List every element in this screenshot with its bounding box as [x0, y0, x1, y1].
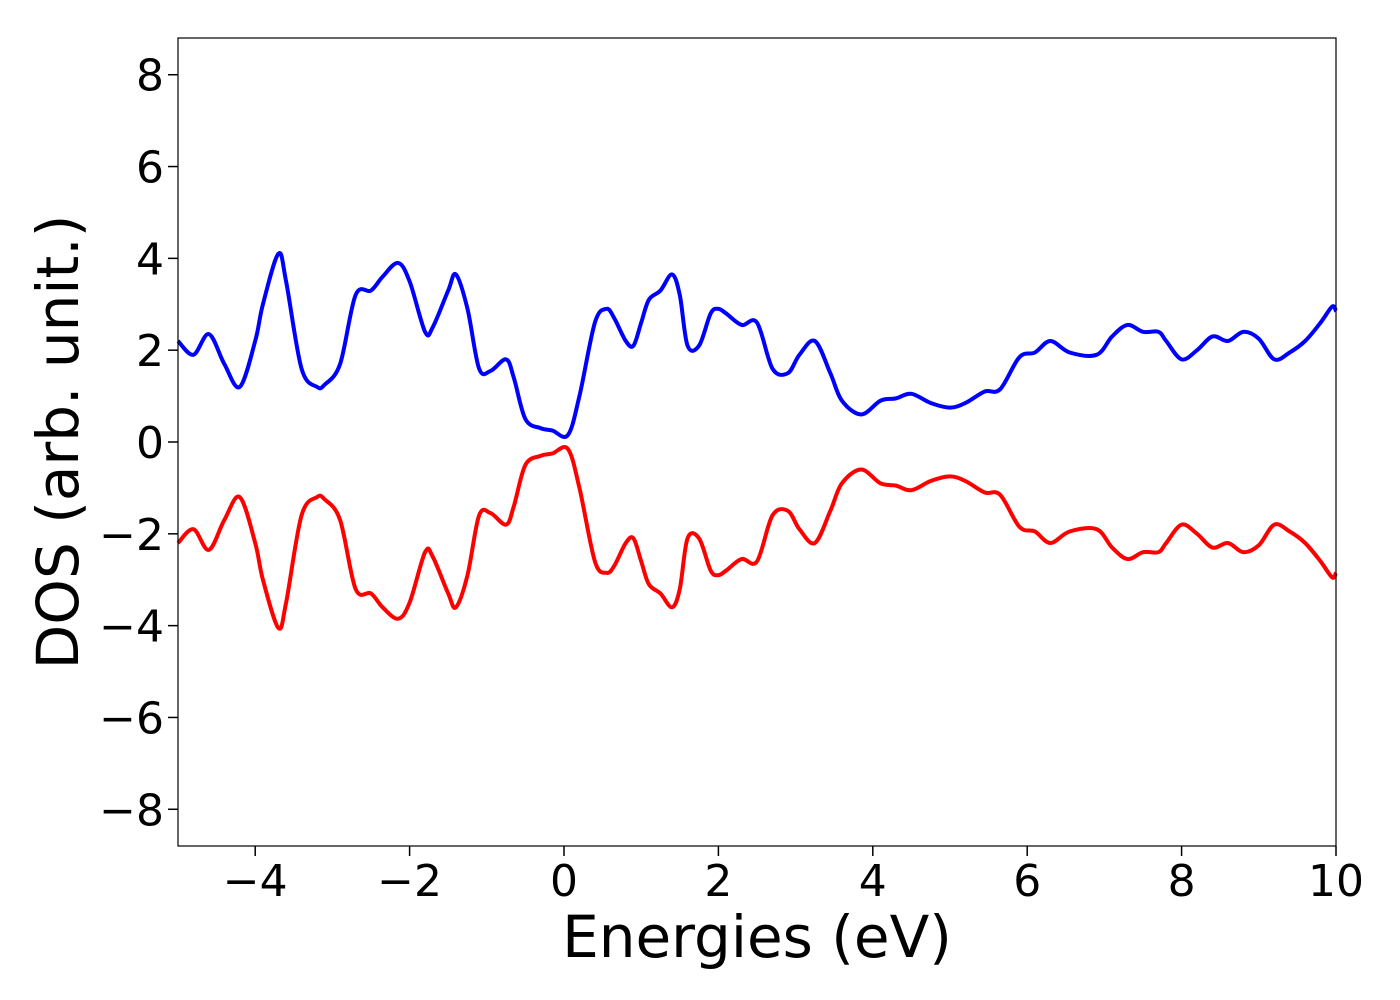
y-tick-label: 4	[136, 234, 164, 285]
x-tick-label: 10	[1308, 856, 1364, 907]
x-tick-label: −4	[223, 856, 288, 907]
x-tick-label: 8	[1168, 856, 1196, 907]
plot-frame	[177, 37, 1337, 847]
y-tick-label: −2	[99, 510, 164, 561]
y-tick-label: −8	[99, 785, 164, 836]
ticks-layer: −4 −2 0 2 4 6 8 10 8 6 4 2 0 −2 −4 −6 −8	[99, 51, 1364, 907]
y-tick-label: 6	[136, 143, 164, 194]
y-tick-label: 2	[136, 326, 164, 377]
y-tick-label: 8	[136, 51, 164, 102]
x-tick-label: 0	[550, 856, 578, 907]
series-line-2	[176, 445, 1338, 631]
series-layer	[176, 251, 1338, 631]
x-axis-label: Energies (eV)	[562, 903, 952, 971]
y-tick-label: −4	[99, 602, 164, 653]
y-axis-label: DOS (arb. unit.)	[24, 215, 92, 670]
x-tick-label: −2	[377, 856, 442, 907]
x-tick-label: 2	[704, 856, 732, 907]
x-tick-label: 4	[859, 856, 887, 907]
y-tick-label: −6	[99, 693, 164, 744]
y-tick-label: 0	[136, 418, 164, 469]
x-tick-label: 6	[1013, 856, 1041, 907]
series-line-1	[176, 251, 1338, 439]
